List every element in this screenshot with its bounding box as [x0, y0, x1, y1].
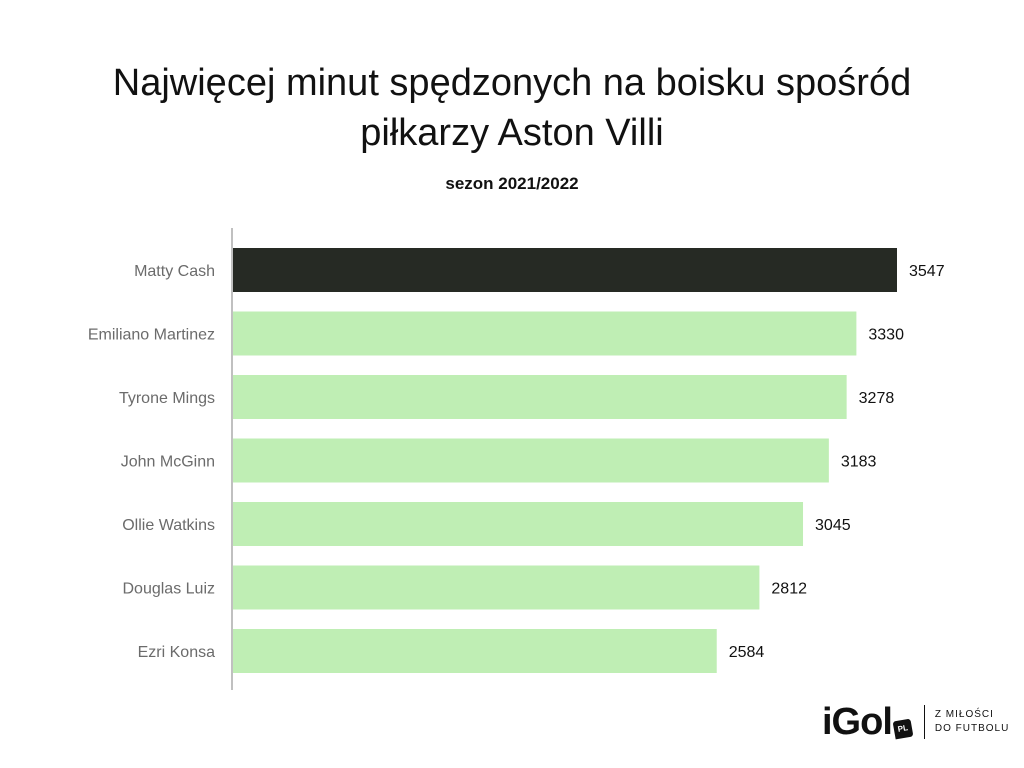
bar-emiliano-martinez: [233, 311, 857, 356]
value-label: 3183: [841, 454, 877, 471]
category-label: Douglas Luiz: [123, 581, 216, 598]
bar-ezri-konsa: [233, 629, 717, 673]
value-label: 3330: [868, 327, 904, 344]
logo-badge: PL: [892, 718, 914, 740]
bar-tyrone-mings: [233, 375, 847, 419]
chart-title: Najwięcej minut spędzonych na boisku spo…: [0, 58, 1024, 158]
value-label: 3547: [909, 263, 945, 280]
value-label: 3045: [815, 517, 851, 534]
logo-tagline-line-1: Z MIŁOŚCI: [934, 709, 994, 720]
chart-title-line-2: piłkarzy Aston Villi: [360, 112, 664, 154]
bar-ollie-watkins: [233, 502, 804, 546]
bar-douglas-luiz: [233, 565, 760, 610]
igol-logo: iGol PL Z MIŁOŚCI DO FUTBOLU: [822, 700, 1009, 744]
logo-divider: [923, 705, 925, 739]
logo-tagline: Z MIŁOŚCI DO FUTBOLU: [935, 708, 1009, 736]
logo-wordmark: iGol: [822, 701, 893, 743]
category-label: Emiliano Martinez: [88, 327, 215, 344]
category-label: John McGinn: [121, 454, 215, 471]
value-label: 2812: [771, 581, 807, 598]
category-label: Matty Cash: [134, 263, 215, 280]
bars-group: Matty Cash 3547 Emiliano Martinez 3330 Tyron…: [88, 248, 945, 673]
category-label: Ezri Konsa: [138, 644, 215, 661]
logo-tagline-line-2: DO FUTBOLU: [934, 723, 1010, 734]
chart-subtitle: sezon 2021/2022: [445, 174, 579, 193]
category-label: Tyrone Mings: [119, 390, 215, 407]
value-label: 3278: [859, 390, 895, 407]
category-label: Ollie Watkins: [122, 517, 215, 534]
bar-matty-cash: [233, 248, 897, 292]
chart-title-line-1: Najwięcej minut spędzonych na boisku spo…: [112, 62, 912, 104]
bar-john-mcginn: [233, 438, 829, 483]
value-label: 2584: [729, 644, 765, 661]
